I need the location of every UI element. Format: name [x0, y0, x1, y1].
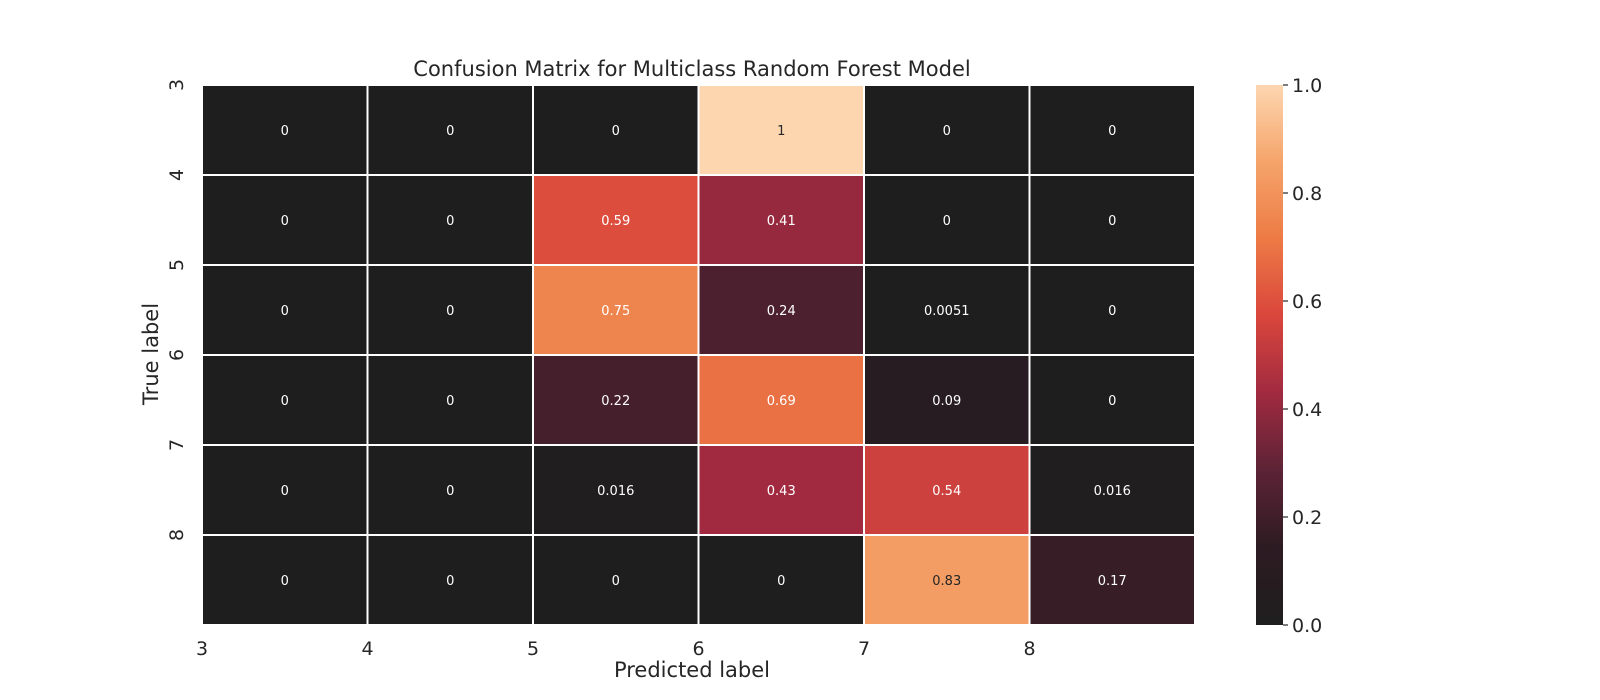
colorbar-tick-label: 0.6	[1292, 291, 1322, 313]
cell-annotation: 0.83	[932, 574, 961, 589]
heatmap-cell	[201, 444, 369, 536]
colorbar-tick-label: 1.0	[1292, 75, 1322, 97]
heatmap-cell	[863, 354, 1031, 446]
cell-annotation: 0.24	[767, 304, 796, 319]
cell-annotation: 0	[612, 124, 620, 139]
cell-annotation: 0.59	[601, 214, 630, 229]
heatmap-cell	[201, 84, 369, 176]
heatmap-cell	[1028, 174, 1196, 266]
y-tick-label: 8	[166, 529, 188, 541]
heatmap-cell	[366, 264, 534, 356]
colorbar: 0.0 0.2 0.4 0.6 0.8 1.0	[1256, 75, 1322, 637]
cell-annotation: 0.09	[932, 394, 961, 409]
y-axis-ticks: 3 4 5 6 7 8	[166, 79, 188, 541]
cell-annotation: 0	[446, 304, 454, 319]
colorbar-gradient	[1256, 85, 1283, 625]
y-tick-label: 3	[166, 79, 188, 91]
x-tick-label: 7	[858, 638, 870, 660]
cell-annotation: 0.22	[601, 394, 630, 409]
colorbar-tick-label: 0.4	[1292, 399, 1322, 421]
cell-annotation: 0	[446, 124, 454, 139]
heatmap-cell	[697, 534, 865, 626]
cell-annotation: 0	[281, 394, 289, 409]
cell-annotation: 0.0051	[924, 304, 970, 319]
cell-annotation: 0	[281, 124, 289, 139]
x-axis-title: Predicted label	[614, 658, 770, 682]
heatmap-cell	[201, 354, 369, 446]
heatmap-cell	[1028, 354, 1196, 446]
cell-annotation: 0	[1108, 124, 1116, 139]
cell-annotation: 0	[1108, 394, 1116, 409]
x-tick-label: 3	[196, 638, 208, 660]
cell-annotation: 0	[281, 304, 289, 319]
heatmap-cell	[863, 444, 1031, 536]
heatmap-cell	[697, 354, 865, 446]
cell-annotation: 0	[1108, 214, 1116, 229]
heatmap-cell	[697, 174, 865, 266]
heatmap-cell	[863, 264, 1031, 356]
colorbar-tick-label: 0.2	[1292, 507, 1322, 529]
cell-annotation: 0.75	[601, 304, 630, 319]
chart-title: Confusion Matrix for Multiclass Random F…	[413, 57, 970, 81]
heatmap-cell	[1028, 444, 1196, 536]
cell-annotation: 1	[777, 124, 785, 139]
cell-annotation: 0.016	[1094, 484, 1131, 499]
y-tick-label: 6	[166, 349, 188, 361]
cell-annotation: 0	[1108, 304, 1116, 319]
cell-annotation: 0.43	[767, 484, 796, 499]
heatmap-cell	[1028, 534, 1196, 626]
heatmap-cell	[697, 444, 865, 536]
heatmap-cell	[863, 534, 1031, 626]
heatmap-cell	[366, 174, 534, 266]
cell-annotation: 0	[943, 124, 951, 139]
cell-annotation: 0.17	[1098, 574, 1127, 589]
heatmap-cell	[532, 354, 700, 446]
x-tick-label: 8	[1023, 638, 1035, 660]
cell-annotation: 0	[281, 214, 289, 229]
y-tick-label: 5	[166, 259, 188, 271]
cell-annotation: 0	[281, 574, 289, 589]
heatmap-cell	[532, 84, 700, 176]
heatmap-cell	[697, 264, 865, 356]
y-axis-title: True label	[139, 303, 163, 406]
x-tick-label: 4	[361, 638, 373, 660]
cell-annotation: 0	[446, 394, 454, 409]
heatmap-cell	[366, 354, 534, 446]
cell-annotation: 0.41	[767, 214, 796, 229]
cell-annotation: 0	[777, 574, 785, 589]
cell-annotation: 0.69	[767, 394, 796, 409]
heatmap-cell	[366, 84, 534, 176]
x-tick-label: 5	[527, 638, 539, 660]
heatmap-cell	[201, 534, 369, 626]
heatmap-cell	[1028, 264, 1196, 356]
heatmap-cell	[1028, 84, 1196, 176]
cell-annotation: 0	[281, 484, 289, 499]
x-tick-label: 6	[692, 638, 704, 660]
cell-annotation: 0.016	[597, 484, 634, 499]
y-tick-label: 4	[166, 169, 188, 181]
colorbar-tick-label: 0.8	[1292, 183, 1322, 205]
colorbar-tick-label: 0.0	[1292, 615, 1322, 637]
cell-annotation: 0	[446, 574, 454, 589]
y-tick-label: 7	[166, 439, 188, 451]
heatmap-cell	[532, 444, 700, 536]
cell-annotation: 0	[446, 484, 454, 499]
cell-annotation: 0	[943, 214, 951, 229]
cell-annotation: 0	[612, 574, 620, 589]
cell-annotation: 0.54	[932, 484, 961, 499]
heatmap-grid: 0 0 0 1 0 0 0 0 0.59 0.41 0 0 0 0 0.75 0.24 0.0051 0 0 0 0.2…	[201, 84, 1196, 626]
cell-annotation: 0	[446, 214, 454, 229]
x-axis-ticks: 3 4 5 6 7 8	[196, 638, 1036, 660]
